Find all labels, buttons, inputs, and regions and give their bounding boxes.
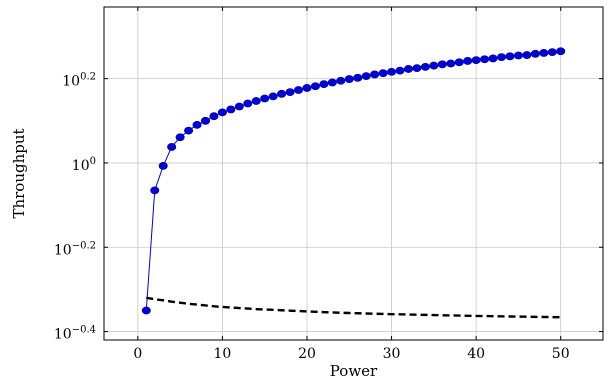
series-0-point	[268, 92, 278, 101]
x-tick-label: 30	[383, 346, 401, 362]
series-0-point	[480, 55, 490, 64]
series-0-point	[277, 89, 287, 98]
series-0-point	[353, 73, 363, 82]
series-0-point	[437, 60, 447, 69]
series-0-point	[497, 53, 507, 62]
plot-frame	[103, 6, 604, 341]
x-axis-label: Power	[330, 362, 378, 380]
y-tick-label: 100.2	[62, 72, 96, 90]
series-0-point	[192, 120, 202, 129]
series-0-point	[403, 65, 413, 73]
series-0-point	[370, 70, 380, 79]
axis-ticks: 0 10 20 30 40 50 10−0.4 10−0.2 100 100.2	[54, 7, 603, 362]
series-0-point	[217, 108, 227, 117]
series-0-point	[387, 68, 397, 76]
series-0-point	[310, 82, 320, 91]
series-0-point	[556, 47, 566, 56]
series-0-point	[302, 84, 312, 92]
series-0-point	[226, 105, 236, 114]
grid-lines	[104, 7, 603, 340]
series-0-point	[200, 116, 210, 125]
series-0-point	[412, 64, 422, 73]
series-0-point	[150, 186, 160, 195]
series-0-point	[488, 54, 498, 63]
x-tick-label: 50	[552, 346, 570, 362]
y-tick-label: 10−0.4	[54, 325, 96, 343]
series-0-point	[167, 143, 177, 151]
x-tick-label: 20	[298, 346, 316, 362]
series-0-point	[260, 94, 270, 103]
series-0-point	[243, 99, 253, 108]
series-0-point	[294, 86, 304, 94]
plot-series	[141, 47, 566, 319]
series-0-point	[336, 76, 346, 85]
series-0-point	[234, 102, 244, 111]
series-0-point	[378, 69, 388, 78]
series-0-point	[251, 97, 261, 105]
series-0-point	[539, 49, 549, 57]
series-0-point	[175, 133, 185, 142]
series-0-point	[420, 62, 430, 71]
series-0-point	[522, 51, 532, 59]
y-tick-label: 100	[72, 156, 96, 174]
series-0-point	[446, 59, 456, 68]
x-tick-label: 40	[467, 346, 485, 362]
x-tick-label: 0	[133, 346, 142, 362]
series-0-line	[145, 50, 561, 311]
series-1-line	[146, 296, 561, 319]
series-0-point	[184, 126, 194, 135]
series-0-point	[361, 72, 371, 81]
series-0-point	[505, 52, 515, 61]
series-0-point	[209, 112, 219, 121]
series-0-point	[141, 306, 151, 315]
series-0-point	[454, 58, 464, 67]
series-0-point	[395, 66, 405, 75]
series-0-point	[471, 56, 481, 65]
series-0-point	[158, 161, 168, 170]
x-tick-label: 10	[213, 346, 231, 362]
series-0-point	[285, 88, 295, 97]
series-0-point	[327, 78, 337, 87]
series-0-point	[344, 75, 354, 83]
y-axis-label: Throughput	[10, 128, 28, 218]
series-0-point	[547, 48, 557, 57]
series-0-point	[429, 61, 439, 70]
series-0-point	[463, 57, 473, 65]
series-0-point	[319, 80, 329, 89]
series-0-point	[513, 51, 523, 60]
series-0-point	[530, 49, 540, 58]
y-tick-label: 10−0.2	[54, 240, 96, 258]
